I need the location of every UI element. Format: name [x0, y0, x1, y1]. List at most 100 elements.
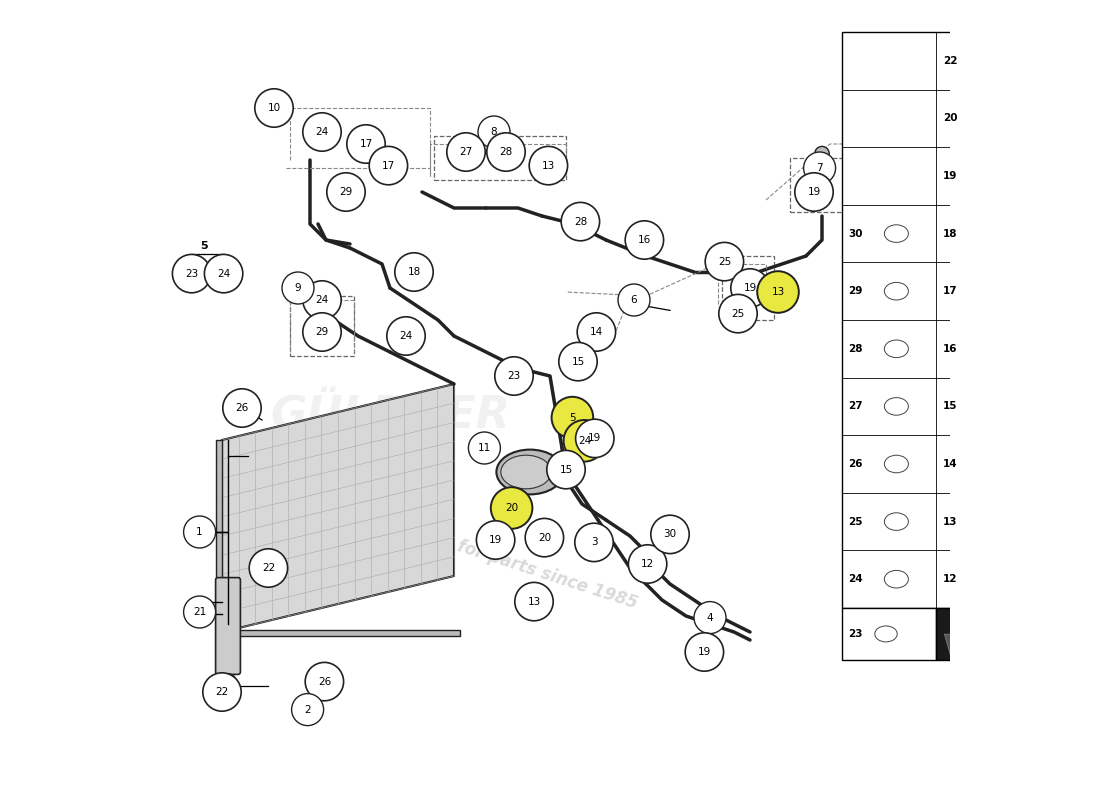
Text: 13: 13: [527, 597, 540, 606]
Circle shape: [292, 694, 323, 726]
Circle shape: [223, 389, 261, 427]
Ellipse shape: [884, 398, 909, 415]
Text: 19: 19: [697, 647, 711, 657]
Ellipse shape: [815, 146, 829, 161]
Circle shape: [205, 254, 243, 293]
Ellipse shape: [979, 52, 1003, 70]
Text: 22: 22: [216, 687, 229, 697]
Circle shape: [469, 432, 500, 464]
Circle shape: [561, 202, 600, 241]
Circle shape: [547, 450, 585, 489]
Text: 27: 27: [848, 402, 864, 411]
Ellipse shape: [500, 455, 551, 489]
Text: 15: 15: [943, 402, 957, 411]
Polygon shape: [945, 634, 1023, 657]
Text: 22: 22: [943, 56, 957, 66]
Text: 15: 15: [560, 465, 573, 474]
Circle shape: [202, 673, 241, 711]
Text: 24: 24: [578, 436, 591, 446]
Text: 24: 24: [316, 127, 329, 137]
Ellipse shape: [874, 626, 898, 642]
Text: 24: 24: [316, 295, 329, 305]
Circle shape: [525, 518, 563, 557]
Circle shape: [515, 582, 553, 621]
Circle shape: [795, 173, 833, 211]
Circle shape: [305, 662, 343, 701]
Ellipse shape: [979, 282, 1003, 300]
Circle shape: [346, 125, 385, 163]
Text: 260 02: 260 02: [961, 621, 1006, 634]
Bar: [216, 630, 461, 636]
Circle shape: [685, 633, 724, 671]
Ellipse shape: [979, 570, 1003, 588]
Text: 19: 19: [943, 171, 957, 181]
Circle shape: [495, 357, 534, 395]
FancyBboxPatch shape: [216, 578, 241, 674]
Text: 24: 24: [399, 331, 412, 341]
Circle shape: [694, 602, 726, 634]
Text: 19: 19: [807, 187, 821, 197]
Text: 3: 3: [591, 538, 597, 547]
Circle shape: [370, 146, 408, 185]
Circle shape: [282, 272, 314, 304]
Circle shape: [387, 317, 426, 355]
Text: 4: 4: [706, 613, 713, 622]
Ellipse shape: [884, 282, 909, 300]
Text: 17: 17: [360, 139, 373, 149]
Circle shape: [220, 674, 236, 690]
Text: 21: 21: [192, 607, 206, 617]
Circle shape: [184, 596, 216, 628]
Text: 13: 13: [771, 287, 784, 297]
FancyBboxPatch shape: [842, 32, 1031, 608]
Ellipse shape: [979, 167, 1003, 185]
Polygon shape: [222, 384, 454, 632]
Circle shape: [487, 133, 525, 171]
Ellipse shape: [979, 340, 1003, 358]
Text: GÜLDNER: GÜLDNER: [271, 394, 510, 438]
Text: 19: 19: [490, 535, 503, 545]
Ellipse shape: [979, 513, 1003, 530]
Text: 18: 18: [407, 267, 420, 277]
Text: 29: 29: [848, 286, 862, 296]
Text: 29: 29: [316, 327, 329, 337]
Circle shape: [804, 152, 836, 184]
Text: 25: 25: [718, 257, 732, 266]
Text: 24: 24: [217, 269, 230, 278]
Text: 19: 19: [588, 434, 602, 443]
Circle shape: [255, 89, 294, 127]
Ellipse shape: [979, 225, 1003, 242]
Circle shape: [718, 294, 757, 333]
Circle shape: [184, 516, 216, 548]
Ellipse shape: [884, 340, 909, 358]
Text: 23: 23: [185, 269, 198, 278]
Circle shape: [618, 284, 650, 316]
Circle shape: [529, 146, 568, 185]
Ellipse shape: [257, 99, 272, 109]
Text: 14: 14: [590, 327, 603, 337]
Text: 26: 26: [318, 677, 331, 686]
Circle shape: [578, 313, 616, 351]
FancyBboxPatch shape: [842, 608, 936, 660]
Circle shape: [757, 271, 799, 313]
Text: 8: 8: [491, 127, 497, 137]
Text: 25: 25: [732, 309, 745, 318]
Ellipse shape: [884, 513, 909, 530]
Circle shape: [250, 549, 287, 587]
Text: 12: 12: [641, 559, 654, 569]
Text: 9: 9: [295, 283, 301, 293]
Text: 14: 14: [943, 459, 957, 469]
Text: 23: 23: [848, 629, 862, 639]
Text: a passion for parts since 1985: a passion for parts since 1985: [364, 508, 639, 612]
Text: 5: 5: [200, 242, 208, 251]
Text: 13: 13: [542, 161, 556, 170]
Text: 2: 2: [305, 705, 311, 714]
Circle shape: [476, 521, 515, 559]
Circle shape: [575, 419, 614, 458]
Text: 16: 16: [638, 235, 651, 245]
Circle shape: [705, 242, 744, 281]
Circle shape: [563, 420, 605, 462]
Text: 28: 28: [574, 217, 587, 226]
Ellipse shape: [979, 110, 1003, 127]
Circle shape: [478, 116, 510, 148]
Circle shape: [302, 113, 341, 151]
